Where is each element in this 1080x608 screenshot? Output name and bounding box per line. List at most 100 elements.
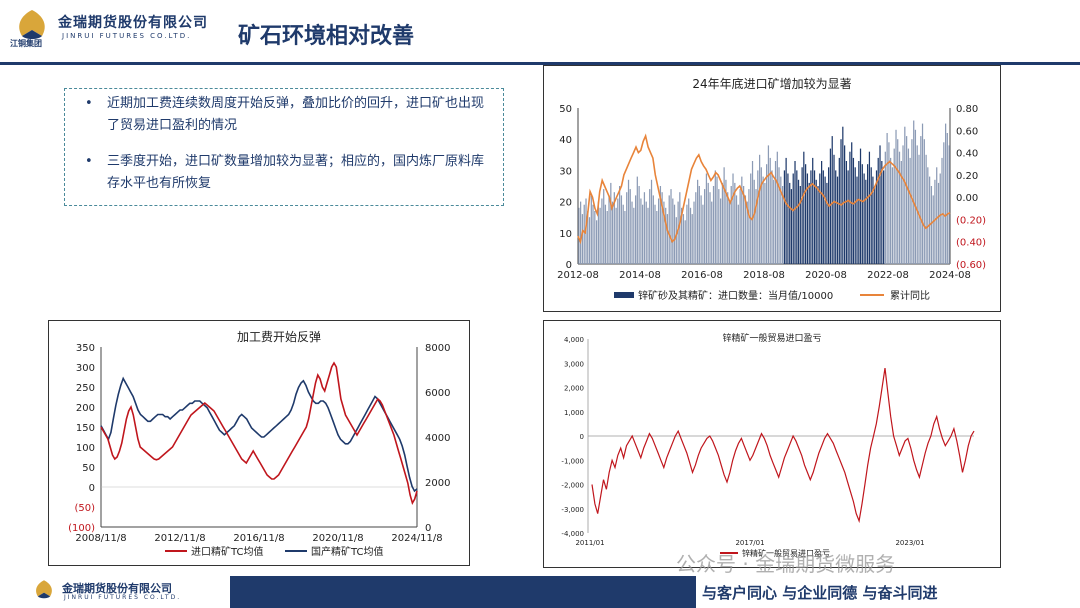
y-tick-left: 150 <box>76 423 95 434</box>
bar <box>629 189 631 264</box>
bar <box>604 204 607 264</box>
bar <box>767 145 770 264</box>
y-tick-left: 20 <box>559 198 572 209</box>
bar <box>764 182 766 264</box>
bar <box>904 126 906 264</box>
bullet-item: • 三季度开始，进口矿数量增加较为显著；相应的，国内炼厂原料库存水平也有所恢复 <box>85 151 489 195</box>
bar <box>879 145 881 264</box>
y-tick-label: -1,000 <box>561 457 584 465</box>
legend-bar-label: 锌矿砂及其精矿：进口数量：当月值/10000 <box>638 289 833 302</box>
y-tick-right: 2000 <box>425 478 450 489</box>
x-tick-label: 2024/11/8 <box>391 533 442 544</box>
bar <box>627 179 630 264</box>
y-tick-left: 40 <box>559 135 572 146</box>
x-tick-label: 2020-08 <box>805 270 847 281</box>
footer-logo-icon <box>36 580 52 599</box>
series-line-profit <box>591 368 975 524</box>
y-tick-left: 200 <box>76 403 95 414</box>
bar <box>867 164 869 264</box>
bar <box>810 170 812 264</box>
bar <box>792 173 794 264</box>
y-tick-right: 8000 <box>425 343 450 354</box>
bar <box>776 151 778 264</box>
x-tick-label: 2014-08 <box>619 270 661 281</box>
bar <box>815 179 817 264</box>
bar <box>852 157 855 264</box>
bar <box>757 170 759 264</box>
bar <box>794 161 796 264</box>
chart-title: 锌精矿一般贸易进口盈亏 <box>722 332 821 344</box>
bar <box>817 186 819 264</box>
slide-footer: 金瑞期货股份有限公司 JINRUI FUTURES CO.LTD. 与客户同心 … <box>0 576 1080 608</box>
bar <box>927 167 929 264</box>
header-divider <box>0 62 1080 65</box>
bar <box>594 211 596 264</box>
bar <box>803 151 805 264</box>
y-tick-right: (0.60) <box>956 260 986 271</box>
bar <box>790 189 793 264</box>
bar <box>886 133 888 264</box>
bar <box>658 198 660 264</box>
bar <box>665 207 667 264</box>
bar <box>773 179 775 264</box>
bar <box>898 151 901 264</box>
x-tick-label: 2020/11/8 <box>312 533 363 544</box>
y-tick-label: 2,000 <box>564 385 584 393</box>
bar <box>635 195 637 264</box>
chart-import-volume-svg: 24年年底进口矿增加较为显著 0 10 20 30 40 50 0.80 0.60 0.40 0.2… <box>557 76 986 302</box>
bar <box>709 192 711 264</box>
bar <box>675 217 677 264</box>
bar <box>608 195 610 264</box>
bar <box>580 201 582 264</box>
bar <box>937 182 940 264</box>
bar <box>592 204 594 264</box>
bar <box>587 211 589 264</box>
bar <box>870 167 872 264</box>
bar <box>691 214 693 264</box>
x-tick-label: 2024-08 <box>929 270 971 281</box>
bar <box>936 167 938 264</box>
page-title: 矿石环境相对改善 <box>238 24 415 49</box>
y-tick-left: 350 <box>76 343 95 354</box>
chart-import-profit-svg: 锌精矿一般贸易进口盈亏 4,000 3,000 2,000 1,000 0 -1,000 -2… <box>561 332 975 558</box>
bar <box>645 201 647 264</box>
bar <box>819 173 821 264</box>
y-tick-left: 300 <box>76 363 95 374</box>
bar <box>836 176 839 264</box>
bar <box>652 195 654 264</box>
y-tick-right: 0.40 <box>956 149 978 160</box>
x-tick-label: 2011/01 <box>575 539 604 547</box>
bar <box>895 129 897 264</box>
bar <box>893 148 895 264</box>
bar <box>716 176 718 264</box>
bar <box>769 157 771 264</box>
bar <box>741 176 743 264</box>
bar <box>877 157 879 264</box>
bar <box>861 164 863 264</box>
chart-tc-svg: 加工费开始反弹 350 300 250 200 150 100 50 0 (50) (100) 800… <box>68 330 450 558</box>
bar <box>622 204 624 264</box>
legend-line-label: 累计同比 <box>890 289 930 302</box>
chart-title: 加工费开始反弹 <box>237 330 321 344</box>
bar <box>633 207 635 264</box>
y-tick-left: 50 <box>82 463 95 474</box>
bar <box>720 198 722 264</box>
bar <box>744 195 747 264</box>
bullet-item: • 近期加工费连续数周度开始反弹，叠加比价的回升，进口矿也出现了贸易进口盈利的情… <box>85 93 489 137</box>
bar <box>858 161 860 264</box>
y-tick-left: 30 <box>559 166 572 177</box>
bar <box>728 201 731 264</box>
y-tick-label: 0 <box>580 433 584 441</box>
bar <box>677 201 679 264</box>
bar <box>588 217 591 264</box>
bar <box>891 167 894 264</box>
bar <box>854 167 856 264</box>
bar <box>735 195 738 264</box>
bar <box>617 198 619 264</box>
bar <box>766 164 768 264</box>
bar <box>822 170 824 264</box>
bar <box>597 201 600 264</box>
bar <box>723 167 725 264</box>
y-tick-right: 0.00 <box>956 193 978 204</box>
y-tick-left: 50 <box>559 104 572 115</box>
